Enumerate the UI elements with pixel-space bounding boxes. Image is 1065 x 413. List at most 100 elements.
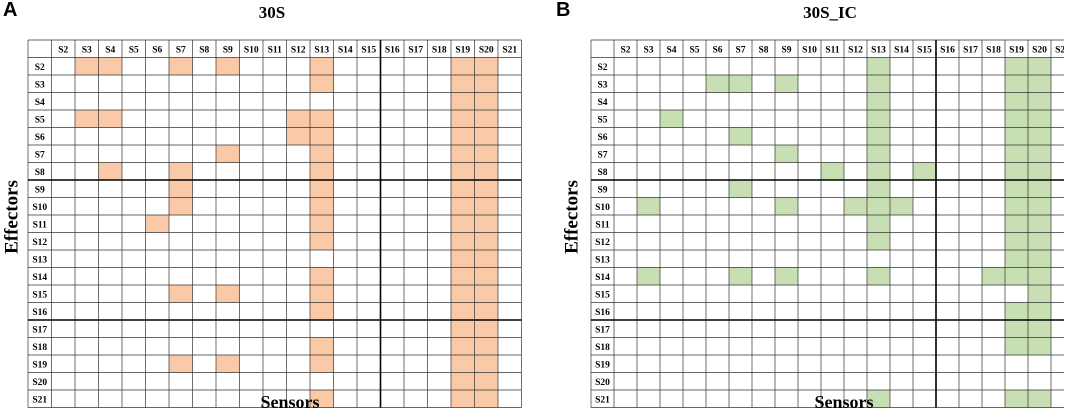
column-header-b-s11: S11 xyxy=(825,45,840,55)
cell-a-s8-s7 xyxy=(169,162,193,180)
column-header-a-s5: S5 xyxy=(129,45,139,55)
cell-a-s6-s20 xyxy=(474,127,498,145)
grid-lines-a xyxy=(27,39,522,408)
cell-a-s16-s19 xyxy=(451,302,475,320)
column-header-b-s21: S21 xyxy=(1055,45,1064,55)
column-header-a-s19: S19 xyxy=(455,45,470,55)
cell-a-s10-s13 xyxy=(310,197,334,215)
cell-b-s2-s13 xyxy=(867,57,890,75)
column-header-a-s20: S20 xyxy=(479,45,494,55)
cell-a-s6-s13 xyxy=(310,127,334,145)
row-header-b-s9: S9 xyxy=(597,185,607,195)
panel-label-b: B xyxy=(556,0,571,21)
cell-a-s8-s20 xyxy=(474,162,498,180)
cell-a-s10-s20 xyxy=(474,197,498,215)
cell-a-s16-s13 xyxy=(310,302,334,320)
row-header-a-s3: S3 xyxy=(35,80,45,90)
cell-b-s5-s19 xyxy=(1005,110,1028,128)
cell-b-s4-s13 xyxy=(867,92,890,110)
cell-b-s10-s20 xyxy=(1028,197,1051,215)
cell-a-s19-s20 xyxy=(474,355,498,373)
cell-a-s10-s7 xyxy=(169,197,193,215)
column-header-a-s13: S13 xyxy=(314,45,329,55)
cell-a-s10-s19 xyxy=(451,197,475,215)
cell-b-s4-s20 xyxy=(1028,92,1051,110)
column-header-a-s17: S17 xyxy=(408,45,423,55)
cell-b-s10-s3 xyxy=(637,197,660,215)
row-header-a-s16: S16 xyxy=(32,308,47,318)
row-header-b-s6: S6 xyxy=(597,133,607,143)
cell-a-s14-s20 xyxy=(474,267,498,285)
cell-b-s3-s7 xyxy=(729,75,752,93)
grid-lines-b xyxy=(590,39,1064,408)
cell-a-s5-s13 xyxy=(310,110,334,128)
cell-a-s2-s9 xyxy=(216,57,240,75)
row-header-a-s9: S9 xyxy=(35,185,45,195)
cell-a-s8-s4 xyxy=(98,162,122,180)
row-header-b-s2: S2 xyxy=(597,63,607,73)
cell-a-s5-s20 xyxy=(474,110,498,128)
chart-title-b: 30S_IC xyxy=(803,3,857,22)
row-header-b-s17: S17 xyxy=(595,325,610,335)
row-header-b-s16: S16 xyxy=(595,308,610,318)
cell-b-s8-s15 xyxy=(913,162,936,180)
cell-a-s2-s19 xyxy=(451,57,475,75)
cell-b-s7-s9 xyxy=(775,145,798,163)
cell-b-s6-s7 xyxy=(729,127,752,145)
cell-b-s8-s19 xyxy=(1005,162,1028,180)
column-header-b-s12: S12 xyxy=(848,45,863,55)
column-header-a-s10: S10 xyxy=(244,45,259,55)
row-header-a-s5: S5 xyxy=(35,115,45,125)
cell-b-s14-s20 xyxy=(1028,267,1051,285)
column-header-a-s12: S12 xyxy=(291,45,306,55)
column-header-a-s7: S7 xyxy=(176,45,186,55)
cell-a-s21-s19 xyxy=(451,390,475,408)
cell-a-s20-s19 xyxy=(451,372,475,390)
column-header-b-s19: S19 xyxy=(1009,45,1024,55)
cell-b-s3-s6 xyxy=(706,75,729,93)
row-header-a-s21: S21 xyxy=(32,395,47,405)
cell-b-s7-s20 xyxy=(1028,145,1051,163)
column-header-b-s20: S20 xyxy=(1032,45,1047,55)
cell-a-s18-s20 xyxy=(474,337,498,355)
cell-a-s8-s19 xyxy=(451,162,475,180)
group-separators-a xyxy=(28,40,522,408)
column-header-b-s9: S9 xyxy=(781,45,791,55)
column-header-a-s18: S18 xyxy=(432,45,447,55)
cell-b-s3-s19 xyxy=(1005,75,1028,93)
cell-b-s7-s13 xyxy=(867,145,890,163)
row-header-a-s12: S12 xyxy=(32,238,47,248)
cell-a-s21-s13 xyxy=(310,390,334,408)
cell-a-s11-s13 xyxy=(310,215,334,233)
cell-b-s10-s12 xyxy=(844,197,867,215)
row-header-a-s13: S13 xyxy=(32,255,47,265)
cell-a-s11-s6 xyxy=(145,215,169,233)
row-header-a-s19: S19 xyxy=(32,360,47,370)
row-header-b-s11: S11 xyxy=(595,220,610,230)
cell-b-s12-s20 xyxy=(1028,232,1051,250)
column-header-a-s9: S9 xyxy=(223,45,233,55)
row-header-a-s2: S2 xyxy=(35,63,45,73)
column-header-b-s2: S2 xyxy=(620,45,630,55)
row-header-a-s8: S8 xyxy=(35,168,45,178)
cell-b-s9-s20 xyxy=(1028,180,1051,198)
cell-b-s8-s13 xyxy=(867,162,890,180)
cell-b-s6-s13 xyxy=(867,127,890,145)
cell-a-s19-s13 xyxy=(310,355,334,373)
cell-b-s15-s20 xyxy=(1028,285,1051,303)
row-header-a-s10: S10 xyxy=(32,203,47,213)
column-header-b-s3: S3 xyxy=(643,45,653,55)
cell-b-s16-s19 xyxy=(1005,302,1028,320)
cell-a-s2-s3 xyxy=(75,57,99,75)
row-header-a-s11: S11 xyxy=(33,220,48,230)
cell-a-s2-s7 xyxy=(169,57,193,75)
row-header-b-s4: S4 xyxy=(597,98,607,108)
row-header-a-s6: S6 xyxy=(35,133,45,143)
cell-a-s5-s4 xyxy=(98,110,122,128)
cell-b-s9-s13 xyxy=(867,180,890,198)
cell-b-s12-s13 xyxy=(867,232,890,250)
cell-a-s18-s19 xyxy=(451,337,475,355)
cell-a-s5-s12 xyxy=(286,110,310,128)
panel-a: S2 S3 S4 S5 S6 S7 S8 S9 S10 S11 S12 S13 S14 S15 S16 S17… xyxy=(0,0,532,413)
row-header-a-s17: S17 xyxy=(32,325,47,335)
